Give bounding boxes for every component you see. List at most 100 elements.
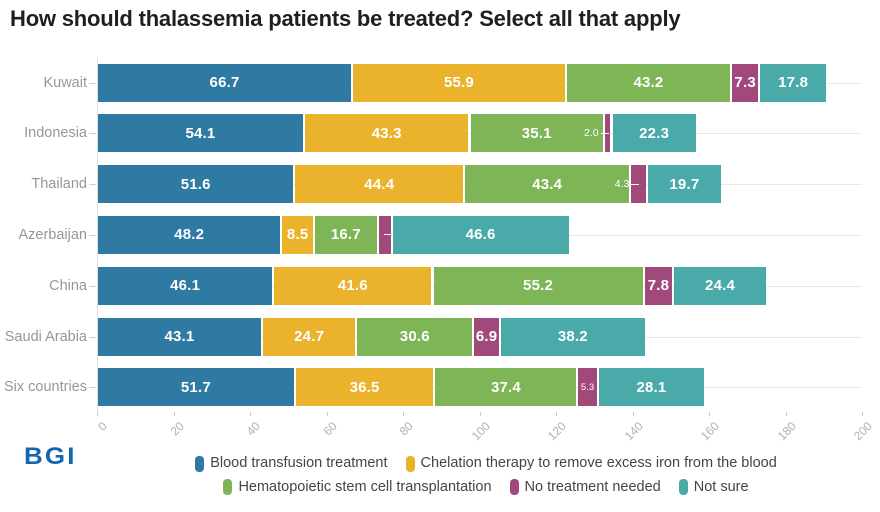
bar-segment — [598, 368, 705, 407]
bar-segment — [98, 165, 294, 204]
bar-segment — [98, 368, 294, 407]
bar-value-label: 30.6 — [399, 328, 430, 345]
bar-segment — [474, 317, 499, 356]
bar-value-text: 2.0 — [584, 127, 599, 140]
bar-value-label: 37.4 — [490, 378, 521, 396]
legend-item: No treatment needed — [509, 476, 661, 499]
bar-segment — [98, 215, 281, 254]
bar-value-label: 41.6 — [337, 277, 368, 295]
bar-segment — [357, 317, 473, 356]
bar-value-label: 43.3 — [371, 124, 402, 142]
bar-value-label: 51.6 — [180, 175, 211, 193]
legend-label: Blood transfusion treatment — [210, 455, 388, 472]
bar-value-label: 7.3 — [734, 74, 756, 91]
bar-value-label: 4.3 — [613, 165, 640, 203]
category-label: Azerbaijan — [18, 226, 87, 243]
bar-segment — [98, 63, 352, 102]
bar-segment — [647, 165, 722, 204]
bar-segment — [98, 114, 303, 153]
bar-segment — [282, 215, 313, 254]
category-tick — [89, 234, 96, 236]
x-axis-tick — [250, 412, 251, 416]
bgi-logo: BGI — [24, 443, 77, 470]
bar-segment — [392, 215, 569, 254]
x-axis-tick — [632, 412, 634, 416]
bar-segment — [732, 63, 759, 102]
bar-segment — [304, 114, 469, 153]
category-tick — [89, 184, 96, 186]
bar-value-label: 46.6 — [465, 226, 496, 244]
bar-value-label: 7.8 — [647, 277, 670, 295]
legend: Blood transfusion treatment Chelation the… — [96, 452, 876, 499]
bar-segment — [295, 368, 434, 407]
bar-value-label: 6.9 — [475, 328, 498, 345]
leader-line — [600, 132, 609, 134]
bar-value-label: 55.9 — [443, 74, 474, 91]
bar-value-text: 4.3 — [614, 178, 630, 191]
category-tick — [89, 387, 96, 389]
legend-label: Chelation therapy to remove excess iron … — [420, 455, 777, 472]
x-axis-tick — [173, 412, 175, 416]
x-axis-tick — [403, 412, 404, 416]
bar-value-label: 38.2 — [557, 328, 588, 345]
legend-swatch — [195, 455, 205, 472]
bar-segment — [295, 165, 464, 204]
bar-value-label: 44.4 — [364, 175, 395, 193]
legend-swatch — [405, 455, 415, 472]
bar-value-label: 51.7 — [180, 378, 211, 396]
legend-item: Chelation therapy to remove excess iron … — [405, 452, 777, 475]
x-axis-tick — [556, 412, 557, 416]
bar-value-label: 48.2 — [174, 226, 205, 244]
bar-value-label: 66.7 — [209, 74, 240, 91]
x-axis-tick — [97, 412, 98, 416]
legend-label: Hematopoietic stem cell transplantation — [238, 478, 492, 495]
bar-segment — [433, 266, 643, 305]
bar-value-label: 5.3 — [580, 381, 595, 393]
x-axis-tick — [785, 412, 787, 416]
legend-row: Blood transfusion treatment Chelation the… — [96, 452, 876, 475]
category-label: China — [49, 277, 87, 294]
category-label: Thailand — [31, 176, 87, 193]
bar-segment — [435, 368, 577, 407]
x-axis-tick — [326, 412, 328, 416]
chart-title: How should thalassemia patients be treat… — [10, 6, 681, 31]
x-axis-tick — [479, 412, 481, 416]
bar-value-label: 17.8 — [778, 74, 809, 91]
category-label: Six countries — [3, 379, 87, 396]
bar-segment — [566, 63, 731, 102]
bar-value-label: 16.7 — [330, 226, 361, 244]
bar-value-label: 8.5 — [286, 226, 309, 244]
category-tick — [89, 133, 96, 135]
bar-segment — [578, 368, 597, 407]
bar-value-label: 54.1 — [185, 124, 216, 142]
category-tick — [89, 285, 96, 287]
legend-item: Blood transfusion treatment — [195, 452, 388, 475]
bar-value-label: 19.7 — [669, 175, 700, 193]
bar-value-label: 43.4 — [532, 175, 563, 193]
category-label: Indonesia — [24, 125, 87, 142]
bar-segment — [262, 317, 356, 356]
bar-segment — [465, 165, 630, 204]
bar-segment — [274, 266, 432, 305]
bar-segment — [98, 266, 273, 305]
bar-segment — [612, 114, 696, 153]
bar-value-label: 43.2 — [633, 74, 664, 91]
bar-value-label: 46.1 — [170, 277, 201, 295]
leader-line — [383, 234, 392, 236]
legend-row: Hematopoietic stem cell transplantation N… — [96, 475, 876, 498]
leader-line — [631, 183, 640, 185]
bar-value-label: 24.7 — [294, 328, 325, 345]
category-tick — [89, 336, 96, 338]
x-axis-tick — [709, 412, 710, 416]
x-axis-tick — [862, 412, 863, 416]
bar-value-label: 36.5 — [349, 378, 380, 396]
bar-segment — [353, 63, 565, 102]
bar-segment — [314, 215, 377, 254]
legend-swatch — [509, 479, 519, 496]
bar-value-label: 55.2 — [523, 277, 554, 295]
bar-segment — [760, 63, 827, 102]
category-label: Kuwait — [43, 74, 87, 91]
bar-segment — [644, 266, 673, 305]
bar-value-label: 2.0 — [582, 114, 609, 152]
